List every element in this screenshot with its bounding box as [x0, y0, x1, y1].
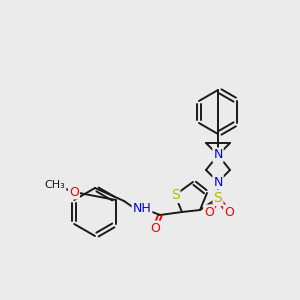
- Text: N: N: [213, 148, 223, 161]
- Text: O: O: [150, 221, 160, 235]
- Text: O: O: [69, 185, 79, 199]
- Text: O: O: [204, 206, 214, 218]
- Text: CH₃: CH₃: [45, 180, 65, 190]
- Text: S: S: [171, 188, 179, 202]
- Text: N: N: [213, 176, 223, 188]
- Text: S: S: [214, 191, 222, 205]
- Text: O: O: [224, 206, 234, 218]
- Text: NH: NH: [133, 202, 152, 214]
